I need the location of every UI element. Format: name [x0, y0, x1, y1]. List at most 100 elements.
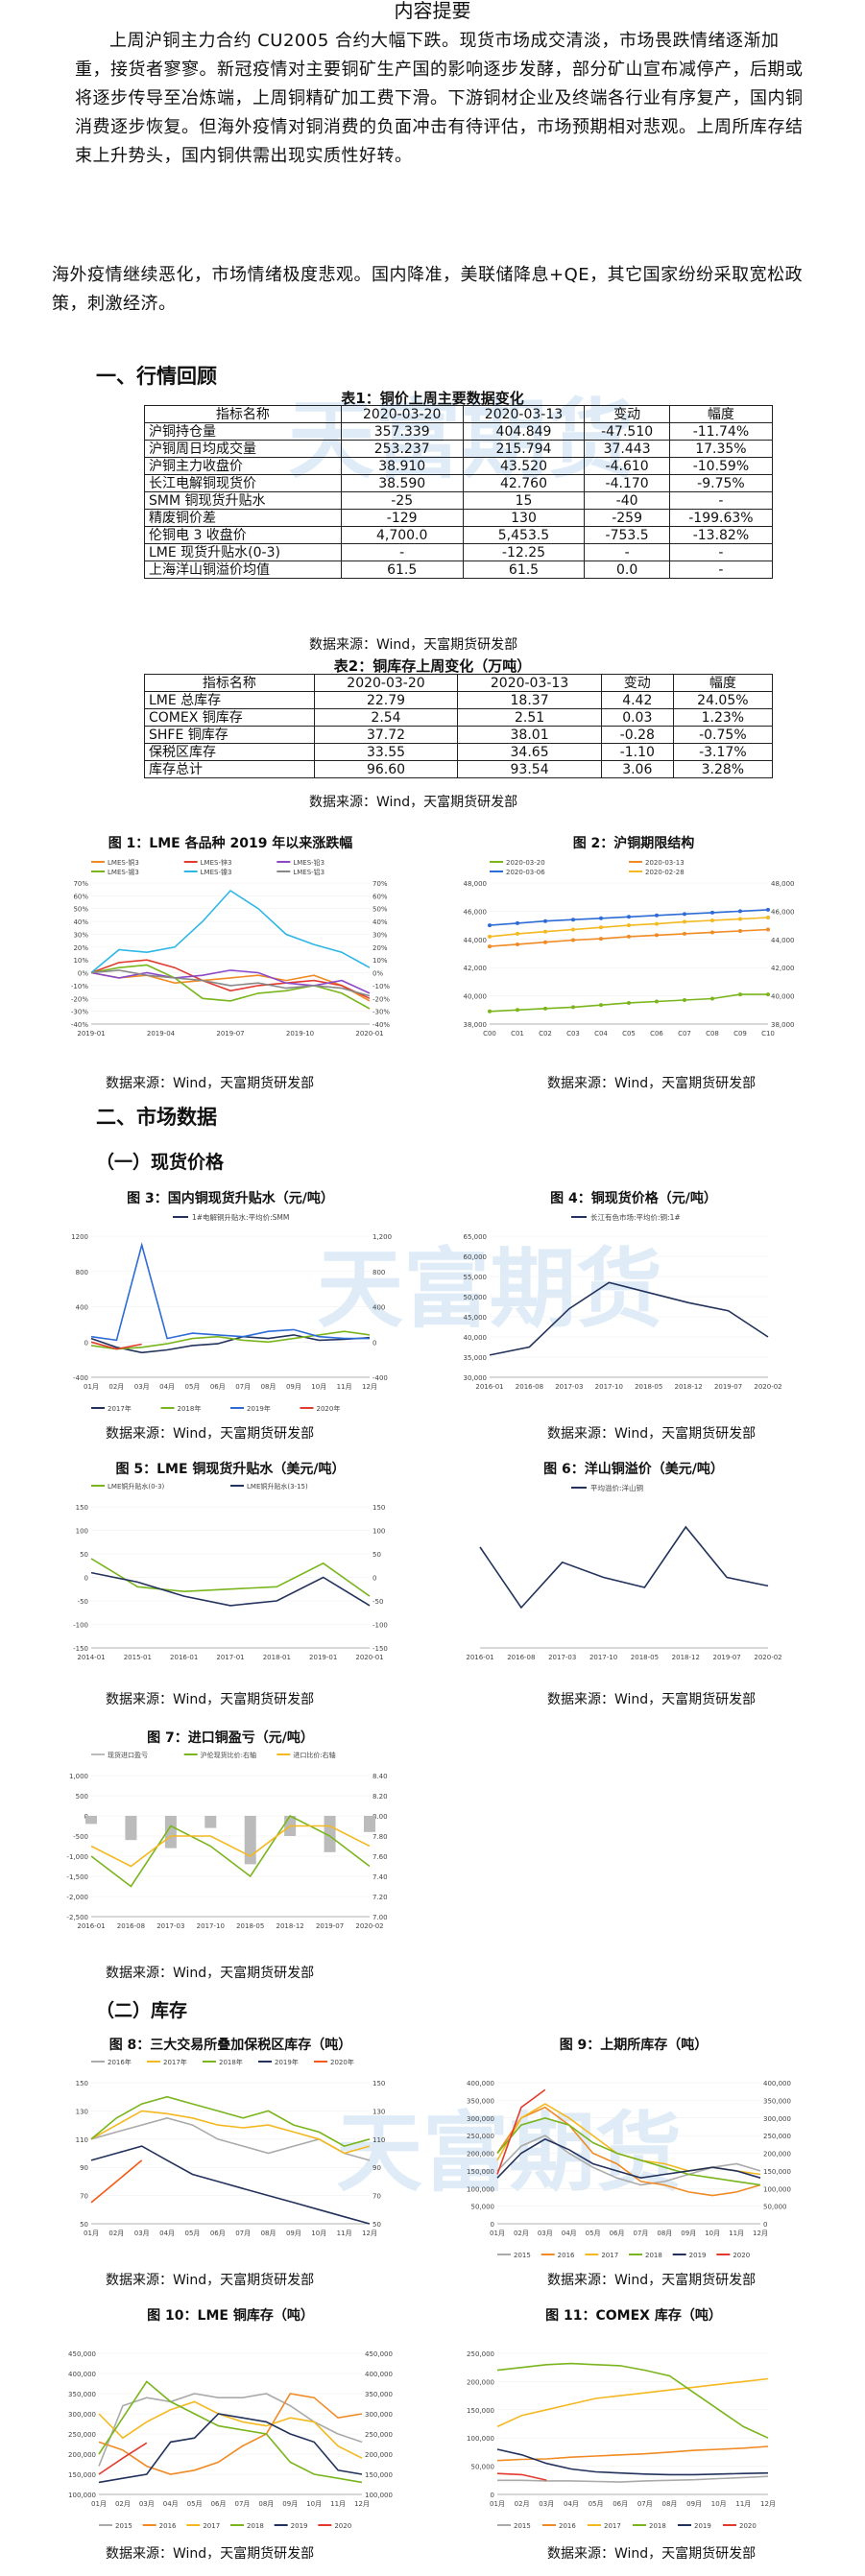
tick-label: 03月	[538, 2230, 553, 2237]
tick-label: 8.00	[372, 1813, 388, 1821]
tick-label: 2020-02	[754, 1654, 781, 1661]
tick-label: 2016-08	[516, 1383, 543, 1391]
tick-label: 12月	[760, 2500, 776, 2508]
tick-label: 200,000	[763, 2151, 791, 2159]
figure8-caption: 图 8：三大交易所叠加保税区库存（吨）	[108, 2038, 352, 2053]
tick-label: 2016-08	[507, 1654, 535, 1661]
bar	[164, 1816, 177, 1849]
tick-label: 01月	[84, 2230, 99, 2237]
tick-label: 09月	[282, 2500, 298, 2508]
series-line	[479, 1525, 769, 1610]
tick-label: 60%	[372, 893, 388, 900]
table-cell: 37.443	[584, 440, 670, 458]
tick-label: 06月	[211, 2500, 227, 2508]
tick-label: 2017年	[108, 1404, 132, 1413]
figure9-caption: 图 9：上期所库存（吨）	[559, 2038, 709, 2053]
series-line	[90, 964, 371, 1010]
table-row: 沪铜主力收盘价 38.910 43.520 -4.610 -10.59%	[144, 457, 774, 475]
tick-label: 01月	[490, 2500, 505, 2508]
tick-label: 10月	[306, 2500, 322, 2508]
tick-label: 06月	[613, 2500, 628, 2508]
tick-label: 12月	[362, 2230, 377, 2237]
tick-label: LMES-锌3	[201, 858, 232, 867]
table-cell: SMM 铜现货升贴水	[144, 491, 342, 510]
table2-source: 数据来源：Wind，天富期货研发部	[309, 795, 518, 810]
table-cell: -1.10	[600, 743, 674, 761]
chart-svg: 400,000 350,000 300,000 250,000 200,000 150,0…	[467, 2080, 791, 2259]
figure2-caption: 图 2：沪铜期限结构	[572, 836, 695, 851]
bar	[85, 1816, 97, 1825]
tick-label: 12月	[753, 2230, 768, 2237]
tick-label: -1,000	[66, 1853, 88, 1861]
tick-label: 400	[372, 1304, 385, 1312]
series-line	[489, 993, 768, 1013]
tick-label: 2016-01	[466, 1654, 493, 1661]
tick-label: C00	[483, 1030, 496, 1038]
tick-label: -150	[73, 1645, 88, 1653]
tick-label: 200,000	[467, 2151, 494, 2159]
tick-label: 2020年	[330, 2058, 354, 2066]
tick-label: 110	[76, 2136, 88, 2144]
table-cell: -13.82%	[668, 526, 774, 544]
tick-label: 90	[80, 2164, 88, 2172]
tick-label: 2020-01	[355, 1030, 383, 1038]
tick-label: 44,000	[771, 937, 795, 944]
table-cell: 38.910	[340, 457, 464, 475]
tick-label: 08月	[261, 1383, 276, 1391]
table-cell: 上海洋山铜溢价均值	[144, 561, 342, 579]
tick-label: -30%	[71, 1009, 88, 1016]
tick-label: 50	[80, 2221, 88, 2229]
tick-label: 平均溢价:洋山铜	[590, 1483, 643, 1492]
tick-label: 150	[372, 1504, 385, 1512]
chart-svg: 450,000 400,000 350,000 300,000 250,000 200,0…	[68, 2350, 393, 2530]
table-row: 伦铜电 3 收盘价 4,700.0 5,453.5 -753.5 -13.82%	[144, 526, 774, 544]
tick-label: 20%	[372, 944, 388, 952]
tick-label: 7.20	[372, 1894, 388, 1901]
tick-label: 100,000	[763, 2185, 791, 2193]
tick-label: 05月	[184, 1383, 200, 1391]
table-cell: 17.35%	[668, 440, 774, 458]
tick-label: 04月	[163, 2500, 179, 2508]
table-row: 精废铜价差 -129 130 -259 -199.63%	[144, 509, 774, 527]
tick-label: 250,000	[365, 2431, 393, 2439]
tick-label: 2015	[115, 2522, 132, 2530]
summary-paragraph-1: 上周沪铜主力合约 CU2005 合约大幅下跌。现货市场成交清淡，市场畏跌情绪逐渐…	[75, 31, 804, 166]
tick-label: 2017	[203, 2522, 220, 2530]
tick-label: 2018-05	[631, 1654, 659, 1661]
table-cell: 93.54	[457, 760, 602, 778]
tick-label: 10月	[705, 2230, 720, 2237]
tick-label: 2019-07	[713, 1654, 741, 1661]
figure9-source: 数据来源：Wind，天富期货研发部	[547, 2273, 757, 2288]
tick-label: 2019-04	[147, 1030, 176, 1038]
table-cell: 长江电解铜现货价	[144, 474, 342, 492]
tick-label: 100,000	[365, 2492, 393, 2499]
table-cell: 保税区库存	[144, 743, 315, 761]
tick-label: 01月	[91, 2500, 107, 2508]
tick-label: 40,000	[771, 993, 795, 1001]
table-cell: -	[584, 543, 670, 561]
table-cell: 37.72	[313, 726, 459, 744]
tick-label: 现货进口盈亏	[108, 1751, 148, 1759]
tick-label: 350,000	[467, 2097, 494, 2105]
tick-label: 11月	[330, 2500, 346, 2508]
table-cell: SHFE 铜库存	[144, 726, 315, 744]
chart-comex-inventory: 250,000 200,000 150,000 100,000 50,000 0 01月 02…	[451, 2325, 806, 2531]
tick-label: 100,000	[467, 2435, 494, 2443]
tick-label: 0	[491, 2221, 494, 2229]
table-cell: LME 总库存	[144, 691, 315, 709]
tick-label: 50	[372, 2221, 381, 2229]
series-line	[496, 2135, 761, 2186]
tick-label: 45,000	[464, 1314, 488, 1322]
tick-label: 7.60	[372, 1853, 388, 1861]
table-cell: 沪铜周日均成交量	[144, 440, 342, 458]
tick-label: 05月	[184, 2230, 200, 2237]
tick-label: 300,000	[365, 2411, 393, 2419]
chart-yangshan-premium: 平均溢价:洋山铜 2016-01 2016-08 2017-03 2017-10 2018…	[451, 1478, 806, 1684]
tick-label: 09月	[686, 2500, 702, 2508]
tick-label: 55,000	[464, 1274, 488, 1281]
tick-label: 50	[80, 1551, 88, 1559]
tick-label: 350,000	[365, 2391, 393, 2398]
tick-label: C06	[650, 1030, 663, 1038]
table-cell: -259	[584, 509, 670, 527]
tick-label: 400	[76, 1304, 88, 1312]
